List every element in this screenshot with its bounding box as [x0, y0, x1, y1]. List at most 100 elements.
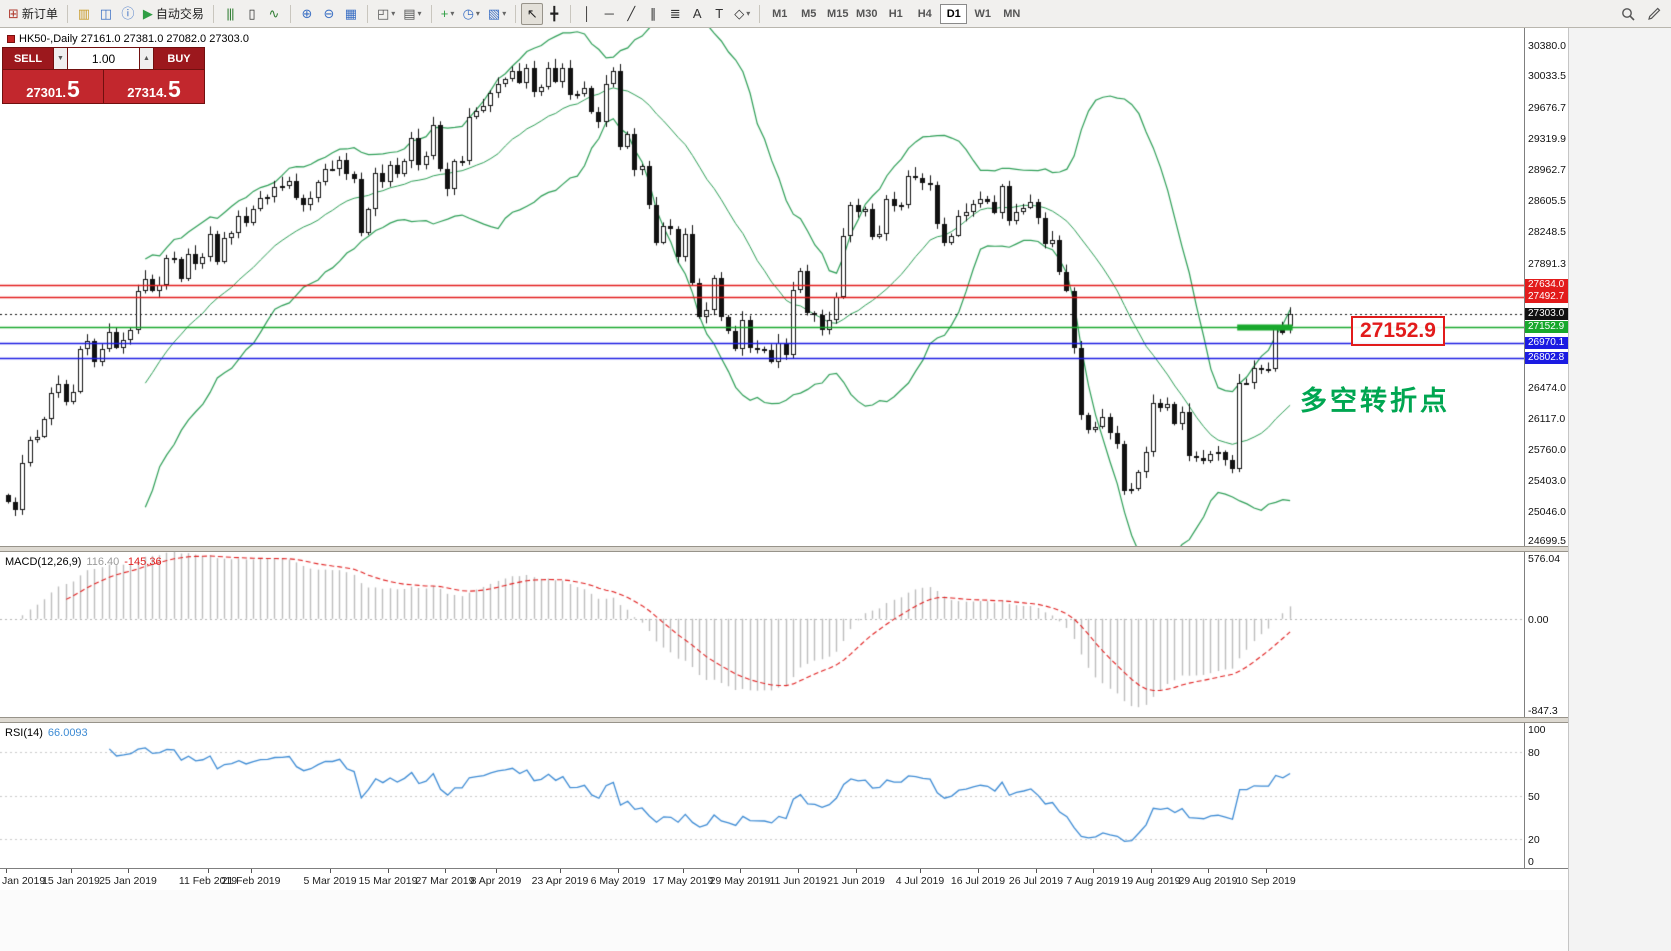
toolbar-separator: [430, 4, 432, 23]
new-order-button[interactable]: ⊞ 新订单: [4, 3, 62, 25]
price-axis-label: 30380.0: [1528, 40, 1566, 53]
time-axis-tick: [856, 869, 857, 873]
rsi-name: RSI(14): [5, 727, 43, 739]
market-watch-icon[interactable]: ◫: [95, 3, 117, 25]
zoom-out-icon[interactable]: ⊖: [318, 3, 340, 25]
candlestick-chart-icon[interactable]: ▯: [241, 3, 263, 25]
timeframe-m1[interactable]: M1: [772, 7, 788, 20]
periods-icon[interactable]: ◷ ▾: [459, 3, 484, 25]
rsi-indicator-panel[interactable]: [0, 723, 1524, 868]
shapes-icon[interactable]: ◇ ▾: [730, 3, 754, 25]
time-axis-label: 23 Apr 2019: [531, 875, 589, 887]
trendline-icon[interactable]: ╱: [620, 3, 642, 25]
buy-price[interactable]: 27314. 5: [104, 70, 204, 103]
price-level-label: 27634.0: [1525, 279, 1569, 292]
cascade-windows-icon[interactable]: ◰ ▾: [373, 3, 399, 25]
sell-price-base: 27301.: [26, 85, 66, 100]
search-icon[interactable]: [1617, 3, 1639, 25]
panel-separator[interactable]: [0, 717, 1568, 723]
line-chart-icon-glyph: ∿: [268, 6, 280, 21]
channel-icon[interactable]: ∥: [642, 3, 664, 25]
time-axis-label: 5 Mar 2019: [303, 875, 357, 887]
panel-separator[interactable]: [0, 546, 1568, 552]
macd-axis[interactable]: 576.04 0.00 -847.3: [1524, 552, 1568, 717]
horizontal-line-icon[interactable]: ─: [598, 3, 620, 25]
time-axis[interactable]: Jan 2019 15 Jan 2019 25 Jan 2019 11 Feb 201…: [0, 868, 1568, 890]
time-axis-tick: [1208, 869, 1209, 873]
volume-input[interactable]: 1.00: [68, 48, 139, 69]
charts-window-icon[interactable]: ▥: [73, 3, 95, 25]
price-axis-label: 25403.0: [1528, 475, 1566, 488]
autotrading-button[interactable]: ▶ 自动交易: [139, 3, 208, 25]
rsi-axis[interactable]: 100 80 50 20 0: [1524, 723, 1568, 868]
buy-price-big-digit: 5: [167, 76, 181, 103]
timeframe-m15[interactable]: M15: [827, 7, 849, 20]
rsi-axis-label: 0: [1528, 856, 1534, 868]
text-icon[interactable]: A: [686, 3, 708, 25]
arrange-windows-icon-glyph: ▤: [403, 6, 416, 21]
time-axis-label: 19 Aug 2019: [1121, 875, 1181, 887]
toolbar-group-windows: ▥ ◫ ⓘ ▶ 自动交易: [73, 3, 208, 25]
timeframe-mn[interactable]: MN: [1003, 7, 1021, 20]
arrange-windows-icon[interactable]: ▤ ▾: [399, 3, 425, 25]
macd-indicator-panel[interactable]: [0, 552, 1524, 717]
timeframe-group: M1 M5 M15 M30 H1 H4 D1 W1 MN: [765, 3, 1026, 24]
label-icon[interactable]: T: [708, 3, 730, 25]
price-chart[interactable]: [0, 28, 1524, 546]
window-background: [1568, 28, 1671, 951]
buy-price-base: 27314.: [127, 85, 167, 100]
zoom-in-icon[interactable]: ⊕: [296, 3, 318, 25]
timeframe-m5[interactable]: M5: [801, 7, 817, 20]
price-flag-label[interactable]: 27152.9: [1351, 316, 1445, 346]
time-axis-label: 10 Sep 2019: [1236, 875, 1296, 887]
toolbar-separator: [289, 4, 291, 23]
time-axis-label: 21 Feb 2019: [221, 875, 281, 887]
edit-icon[interactable]: [1643, 3, 1665, 25]
price-axis[interactable]: 30380.0 30033.5 29676.7 29319.9 28962.7 28605…: [1524, 28, 1569, 547]
volume-increase-button[interactable]: ▲: [139, 48, 154, 69]
price-level-label: 27303.0: [1525, 308, 1569, 321]
time-axis-label: 17 May 2019: [652, 875, 714, 887]
autotrading-button-icon: ▶: [142, 6, 153, 21]
price-level-label: 26970.1: [1525, 337, 1569, 350]
time-axis-label: 11 Jun 2019: [769, 875, 827, 887]
price-level-label: 26802.8: [1525, 351, 1569, 364]
price-axis-label: 29676.7: [1528, 101, 1566, 114]
sell-button[interactable]: SELL: [3, 48, 53, 69]
cursor-icon-glyph: ↖: [526, 6, 538, 21]
buy-button[interactable]: BUY: [154, 48, 204, 69]
tile-windows-icon[interactable]: ▦: [340, 3, 362, 25]
time-axis-label: 4 Jul 2019: [895, 875, 945, 887]
toolbar-separator: [212, 4, 214, 23]
cursor-icon[interactable]: ↖: [521, 2, 544, 25]
fibonacci-icon[interactable]: ≣: [664, 3, 686, 25]
data-window-icon[interactable]: ⓘ: [117, 3, 139, 25]
sell-price[interactable]: 27301. 5: [3, 70, 104, 103]
toolbar-separator: [515, 4, 517, 23]
dropdown-caret-icon: ▾: [450, 9, 455, 18]
timeframe-h1[interactable]: H1: [888, 7, 903, 20]
toolbar-group-layout: ◰ ▾ ▤ ▾: [373, 3, 426, 25]
time-axis-tick: [1093, 869, 1094, 873]
indicators-icon-glyph: +: [440, 6, 449, 21]
toolbar: ⊞ 新订单 ▥ ◫ ⓘ ▶ 自动交易 ||| ▯ ∿ ⊕ ⊖ ▦ ◰ ▾ ▤ ▾ + ▾ ◷ ▾ ▧ ▾ ↖ ╋ │ ─ ╱ ∥ ≣ A T ◇…: [0, 0, 1671, 28]
macd-axis-label: -847.3: [1528, 705, 1558, 717]
trendline-icon-glyph: ╱: [627, 6, 636, 21]
timeframe-h4[interactable]: H4: [917, 7, 932, 20]
indicators-icon[interactable]: + ▾: [437, 3, 459, 25]
vertical-line-icon[interactable]: │: [576, 3, 598, 25]
turning-point-annotation[interactable]: 多空转折点: [1300, 386, 1450, 416]
templates-icon[interactable]: ▧ ▾: [484, 3, 510, 25]
volume-decrease-button[interactable]: ▼: [53, 48, 68, 69]
chart-header: HK50-,Daily 27161.0 27381.0 27082.0 2730…: [7, 33, 249, 45]
timeframe-m30[interactable]: M30: [856, 7, 878, 20]
line-chart-icon[interactable]: ∿: [263, 3, 285, 25]
bar-chart-icon[interactable]: |||: [219, 3, 241, 25]
time-axis-tick: [330, 869, 331, 873]
time-axis-label: 21 Jun 2019: [827, 875, 885, 887]
crosshair-icon[interactable]: ╋: [543, 3, 565, 25]
toolbar-separator: [570, 4, 572, 23]
timeframe-w1[interactable]: W1: [974, 7, 992, 20]
timeframe-d1[interactable]: D1: [940, 3, 968, 24]
